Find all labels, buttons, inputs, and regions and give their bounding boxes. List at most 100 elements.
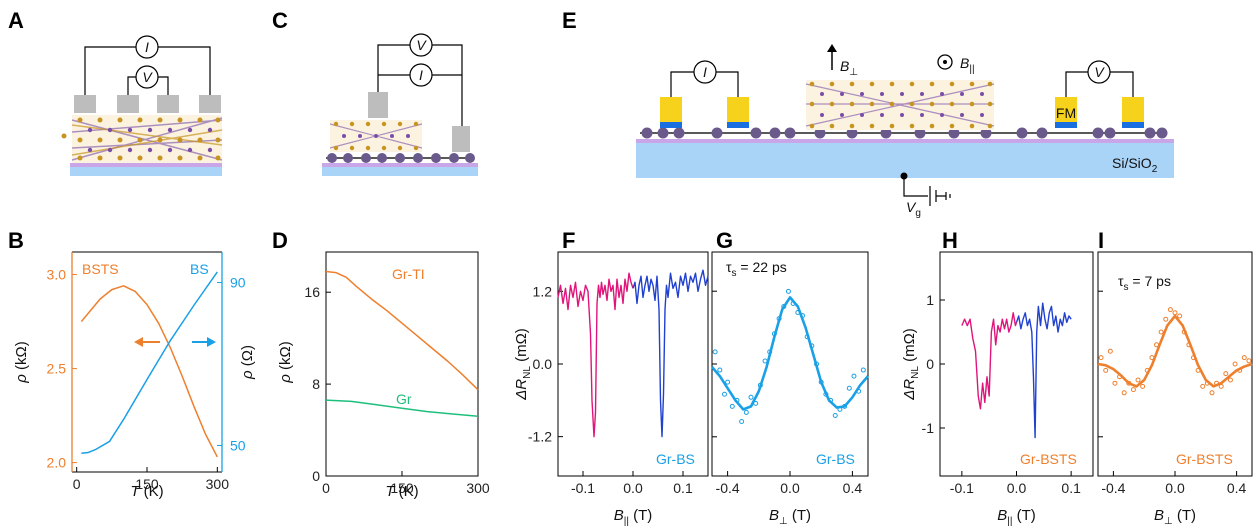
y-tick-label-b-2: 3.0 [47,267,67,283]
data-point-9 [1140,383,1146,389]
contact-a2 [117,95,139,113]
contact-a4 [199,95,221,113]
data-point-15 [1167,307,1173,313]
data-point-32 [1246,358,1252,364]
contact-a1 [74,95,96,113]
series-gr-ti-line [325,270,479,391]
x-axis-label-g: B⊥ (T) [769,507,811,527]
x-tick-label-i-1: 0.0 [1165,480,1185,496]
panel-label-b: B [8,228,24,253]
x-axis-label-f: B|| (T) [614,507,653,527]
x-axis-label-b: T (K) [130,483,163,500]
schematic-a: I V [61,35,223,176]
panel-label-g: G [716,228,733,253]
x-tick-label-h-2: 0.1 [1061,480,1081,496]
crystal-lattice-e [805,80,995,130]
chart-d: 0 150 300 0 8 16 T (K) ρ (kΩ) [277,251,490,500]
data-point-27 [1223,371,1229,377]
graphene-c [326,153,475,163]
b-perp-arrow-icon [827,44,837,70]
series-sweep-up-line [1015,302,1072,439]
fm-contacts [660,97,1144,128]
x-axis-label-h: B|| (T) [997,507,1036,527]
data-point-24 [1209,390,1215,396]
wire-a-current [84,46,211,95]
series-bs-line [81,271,218,455]
interface-c [322,163,478,167]
current-meter-e [693,60,717,84]
gate-circuit [900,172,951,206]
fit-curve-line [711,296,869,411]
panel-label-f: F [562,228,575,253]
data-point-4 [729,403,735,409]
contact-c1 [368,92,388,118]
schematic-c: V I [322,33,478,176]
x-tick-label-i-2: 0.4 [1227,480,1247,496]
data-point-29 [846,385,852,391]
label-gr-ti: Gr-TI [392,266,425,282]
series-sweep-down-line [961,312,1018,410]
b-perp-label: B⊥ [840,58,858,78]
series-gr-line [325,399,479,418]
x-tick-label-h-0: -0.1 [950,480,974,496]
current-meter-a-label: I [145,39,149,55]
annotation-tau-g: τs = 22 ps [726,259,787,279]
x-tick-label-g-2: 0.4 [843,480,863,496]
data-point-16 [1172,310,1178,316]
substrate-a [70,166,222,176]
y-axis-label-b: ρ (kΩ) [13,341,30,383]
annotation-gr-bs-g: Gr-BS [816,451,855,467]
data-point-7 [743,409,749,415]
voltage-meter-c [409,33,433,57]
y-tick-label-b-0: 2.0 [47,455,67,471]
y2-tick-label-b-0: 50 [230,438,246,454]
data-point-13 [1158,329,1164,335]
current-meter-e-label: I [703,64,707,80]
series-sweep-up-line [632,269,709,438]
interface-e [636,139,1174,143]
data-point-30 [851,373,857,379]
x-tick-label-b-2: 300 [206,476,230,492]
y-tick-label-h-1: 0 [926,356,934,372]
data-point-14 [1163,316,1169,322]
plot-frame [939,251,1094,477]
data-point-26 [832,412,838,418]
data-point-29 [1232,361,1238,367]
plot-frame [711,251,869,477]
panel-label-d: D [272,228,288,253]
fit-curve-line [1097,314,1253,388]
chart-f: -0.1 0.0 0.1 1.2 0.0 -1.2 B|| (T) ΔRNL (mΩ) [513,251,709,527]
y-tick-label-d-0: 0 [312,468,320,484]
data-point-16 [785,288,791,294]
y2-tick-label-b-1: 90 [230,275,246,291]
legend-bs: BS [190,261,209,277]
voltage-meter-e-label: V [1094,64,1105,80]
chart-g: -0.4 0.0 0.4 B⊥ (T) [711,251,869,527]
y-tick-label-h-0: 1 [926,292,934,308]
data-point-0 [712,349,718,355]
annotation-gr-bsts-i: Gr-BSTS [1176,451,1233,467]
chart-i: -0.4 0.0 0.4 B⊥ (T) [1097,251,1253,527]
x-tick-label-g-1: 0.0 [780,480,800,496]
plot-frame [325,251,479,477]
interface-a [70,163,222,167]
contact-a3 [157,95,179,113]
data-point-11 [762,358,768,364]
x-tick-label-d-2: 300 [466,480,490,496]
b-parallel-out-of-plane-icon [937,54,953,70]
data-point-2 [721,391,727,397]
current-meter-c [409,63,433,87]
annotation-tau-i: τs = 7 ps [1118,273,1171,293]
data-point-1 [717,367,723,373]
substrate-c [322,166,478,176]
data-point-32 [860,367,866,373]
voltage-meter-c-label: V [416,37,427,53]
crystal-lattice-c [329,120,423,152]
current-meter-a [135,35,159,59]
y-tick-label-d-2: 16 [304,284,320,300]
data-point-3 [1112,380,1118,386]
data-point-31 [1241,355,1247,361]
voltage-meter-a [135,65,159,89]
x-tick-label-b-0: 0 [73,476,81,492]
